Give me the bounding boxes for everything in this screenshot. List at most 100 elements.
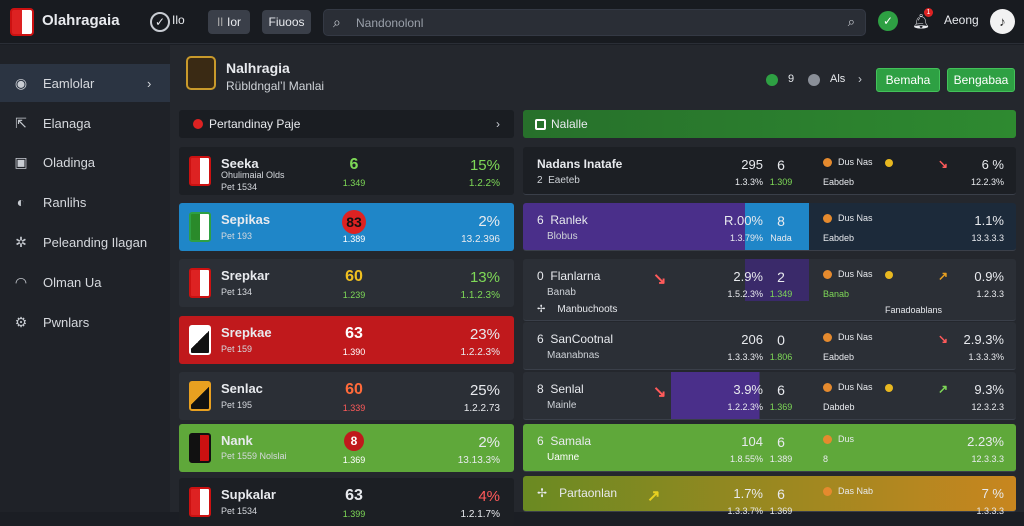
- team-name: Sepikas: [221, 212, 271, 227]
- search-submit-icon[interactable]: ⌕: [847, 14, 855, 29]
- app-title: Olahragaia: [42, 12, 120, 29]
- match-row[interactable]: Srepkar Pet 134 60 1.239 13% 1.1.2.3%: [179, 259, 514, 307]
- team-crest: [189, 156, 211, 186]
- match-score: 60: [345, 381, 363, 398]
- team-name: 6 Ranlek: [537, 213, 588, 227]
- odds-value: 1.1.2.3%: [460, 290, 500, 301]
- stat-labels: Dus Nas: [823, 213, 873, 224]
- match-row[interactable]: Srepkae Pet 159 63 1.390 23% 1.2.2.3%: [179, 316, 514, 364]
- search-input[interactable]: [356, 15, 826, 31]
- team-name: 6 Samala: [537, 434, 592, 448]
- user-name[interactable]: Aeong: [944, 13, 979, 27]
- sidebar-item-stats[interactable]: ◠ Olman Ua: [0, 263, 170, 301]
- trend-up-icon: ↗: [647, 488, 661, 505]
- app-logo: [10, 8, 34, 36]
- stats-row[interactable]: 6 Ranlek Blobus R.00% 1.3.79% 8 Nada Dus…: [523, 203, 1016, 251]
- frame-icon: ▣: [14, 153, 28, 170]
- match-row[interactable]: Senlac Pet 195 60 1.339 25% 1.2.2.73: [179, 372, 514, 420]
- right-panel-title: Nalalle: [551, 117, 588, 131]
- sidebar-item-sports[interactable]: ▣ Oladinga: [0, 143, 170, 181]
- sidebar-item-dashboard[interactable]: ◉ Eamlolar ›: [0, 64, 170, 102]
- subrow-label: ✢ Manbuchoots: [537, 304, 618, 315]
- match-row[interactable]: Supkalar Pet 1534 63 1.399 4% 1.2.1.7%: [179, 478, 514, 526]
- stat-sub: Eabdeb: [823, 233, 855, 243]
- sidebar-item-live[interactable]: ✲ Peleanding Ilagan: [0, 223, 170, 261]
- stat-odds: 1.3.79%: [729, 233, 763, 243]
- stat-value: 3.9%: [733, 382, 763, 397]
- match-row[interactable]: Sepikas Pet 193 83 1.389 2% 13.2.396: [179, 203, 514, 251]
- secondary-button[interactable]: Bengabaa: [947, 68, 1015, 92]
- win-percent: 2%: [478, 434, 500, 451]
- win-percent: 4%: [478, 488, 500, 505]
- stat-sub: Eabdeb: [823, 352, 855, 362]
- team-meta: Pet 134: [221, 287, 253, 297]
- filter-chip-1[interactable]: Il Ior: [208, 10, 250, 34]
- chevron-right-icon: ›: [496, 117, 500, 131]
- team-name: Nank: [221, 433, 253, 448]
- sidebar-item-matches[interactable]: ⇱ Elanaga: [0, 104, 170, 142]
- card-icon: [885, 159, 893, 167]
- stat-sub: 8: [823, 454, 829, 464]
- notification-icon[interactable]: 🔔︎: [912, 12, 930, 29]
- filter-chip-2[interactable]: Fiuoos: [262, 10, 311, 34]
- match-odds: 1.369: [769, 506, 793, 516]
- match-odds: 1.369: [769, 402, 793, 412]
- win-percent: 15%: [469, 157, 500, 174]
- team-league: Ohulimaial Olds: [221, 170, 285, 180]
- match-score: 8: [344, 431, 364, 451]
- trend-up-icon: ↗: [938, 269, 949, 283]
- win-percent: 13%: [469, 269, 500, 286]
- odds-value: 13.2.396: [461, 234, 500, 245]
- stats-subrow[interactable]: ✢ Manbuchoots Fanadoablans: [523, 301, 1016, 321]
- odds-value: 1.2.2%: [468, 178, 500, 189]
- final-odds: 1.3.3.3%: [968, 352, 1004, 362]
- ball-icon: [808, 74, 820, 86]
- sidebar-item-settings[interactable]: ⚙ Pwnlars: [0, 303, 170, 341]
- odds-value: 1.2.2.73: [463, 403, 500, 414]
- live-count: 9: [788, 73, 795, 85]
- win-percent: 23%: [469, 326, 500, 343]
- trend-down-icon: ↘: [938, 332, 949, 346]
- stats-row[interactable]: 6 SanCootnal Maanabnas 206 1.3.3.3% 0 1.…: [523, 322, 1016, 370]
- team-name: 8 Senlal: [537, 382, 584, 396]
- online-icon[interactable]: ✓: [878, 11, 898, 31]
- stat-labels: Das Nab: [823, 486, 873, 497]
- stat-sub: Banab: [823, 289, 850, 299]
- status-icon[interactable]: ✓: [150, 12, 170, 32]
- stat-label: Als: [830, 73, 846, 85]
- sidebar-item-label: Pwnlars: [43, 314, 90, 330]
- final-percent: 1.1%: [974, 213, 1004, 228]
- team-name: Senlac: [221, 381, 263, 396]
- match-row[interactable]: Seeka Ohulimaial Olds Pet 1534 6 1.349 1…: [179, 147, 514, 195]
- right-panel-header[interactable]: Nalalle: [523, 110, 1016, 138]
- chevron-right-icon[interactable]: ›: [858, 72, 862, 86]
- stats-row[interactable]: 6 Samala Uamne 104 1.8.55% 6 1.389 Dus 8…: [523, 424, 1016, 472]
- odds-value: 1.2.2.3%: [460, 347, 500, 358]
- primary-button[interactable]: Bemaha: [876, 68, 940, 92]
- team-sub: Maanabnas: [547, 350, 600, 361]
- sidebar-item-results[interactable]: ◐ Ranlihs: [0, 183, 170, 221]
- final-odds: 12.2.3%: [970, 177, 1004, 187]
- left-panel-header[interactable]: Pertandinay Paje ›: [179, 110, 514, 138]
- stat-labels: Dus: [823, 434, 854, 445]
- stat-odds: 1.3.3.3%: [727, 352, 763, 362]
- team-sub: Uamne: [547, 452, 580, 463]
- avatar[interactable]: ♪: [990, 9, 1015, 34]
- left-panel-title: Pertandinay Paje: [209, 117, 301, 131]
- ball-icon: ◐: [16, 194, 26, 210]
- stats-row[interactable]: 8 Senlal Mainle ↘ 3.9% 1.2.2.3% 6 1.369 …: [523, 372, 1016, 420]
- team-sub: 2 Eaeteb: [537, 175, 580, 186]
- stats-row[interactable]: Nadans Inatafe 2 Eaeteb 295 1.3.3% 6 1.3…: [523, 147, 1016, 195]
- search-bar[interactable]: ⌕ ⌕: [323, 9, 866, 36]
- search-icon: ⌕: [333, 14, 341, 30]
- stat-value: R.00%: [723, 213, 763, 228]
- stats-row[interactable]: 0 Flanlarna Banab ↘ 2.9% 1.5.2.3% 2 1.34…: [523, 259, 1016, 307]
- export-icon: ⇱: [15, 114, 27, 131]
- stat-odds: 1.5.2.3%: [727, 289, 763, 299]
- team-name: 0 Flanlarna: [537, 269, 601, 283]
- match-odds: 1.239: [342, 290, 366, 300]
- stats-row[interactable]: ✢ Partaonlan ↗ 1.7% 1.3.3.7% 6 1.369 Das …: [523, 476, 1016, 516]
- match-row[interactable]: Nank Pet 1559 Nolslai 8 1.369 2% 13.13.3…: [179, 424, 514, 472]
- team-crest: [189, 433, 211, 463]
